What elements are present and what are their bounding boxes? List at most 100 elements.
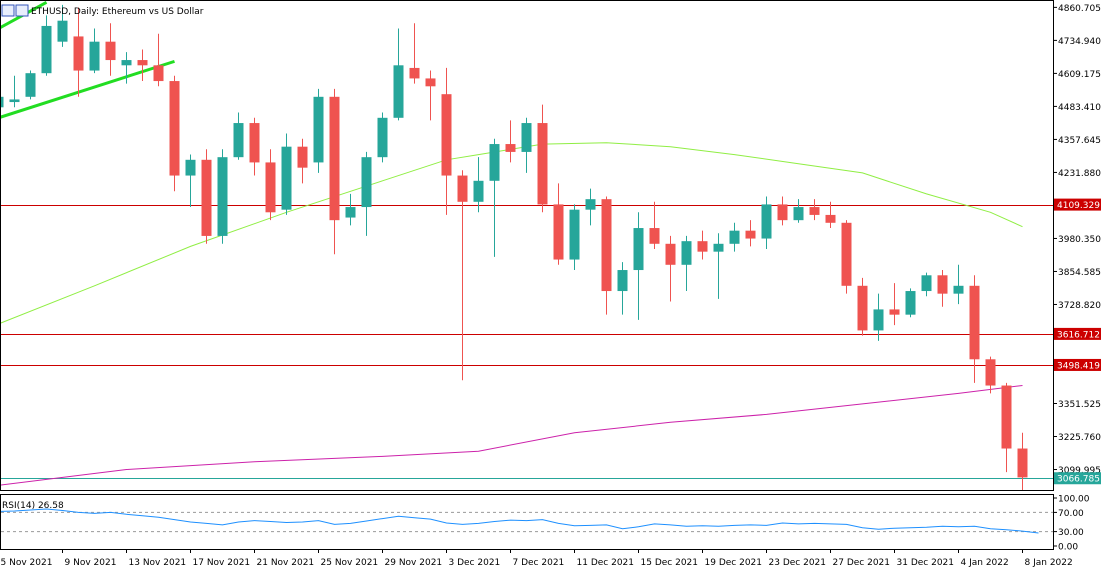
candle-body: [249, 123, 260, 163]
date-tick-label: 31 Dec 2021: [897, 558, 955, 567]
candle-body: [825, 214, 836, 223]
candle-body: [505, 144, 516, 152]
candle-body: [265, 162, 276, 213]
candle-body: [441, 94, 452, 176]
candle-body: [169, 81, 180, 176]
date-tick-label: 25 Nov 2021: [321, 558, 379, 567]
candle-body: [585, 199, 596, 210]
candle-body: [137, 60, 148, 66]
price-tick-label: 3728.820: [1058, 301, 1101, 311]
candle-body: [665, 243, 676, 265]
candle-body: [729, 230, 740, 244]
rsi-tick-label: 100.00: [1058, 495, 1090, 505]
price-tick-label: 3351.525: [1058, 400, 1101, 410]
fast-moving-average-line: [1, 142, 1023, 324]
price-tick-label: 3980.350: [1058, 235, 1101, 245]
candle-body: [425, 78, 436, 87]
date-tick-label: 17 Nov 2021: [193, 558, 251, 567]
slow-moving-average-line: [1, 385, 1023, 486]
date-tick-label: 11 Dec 2021: [577, 558, 635, 567]
date-tick-label: 8 Jan 2022: [1025, 558, 1073, 567]
candle-body: [409, 67, 420, 79]
candle-body: [473, 180, 484, 202]
candle-body: [905, 291, 916, 315]
price-level-tag: [1054, 472, 1101, 485]
candle-body: [873, 309, 884, 331]
candle-body: [281, 146, 292, 210]
candle-body: [105, 41, 116, 61]
candle-body: [329, 96, 340, 221]
date-tick-label: 9 Nov 2021: [65, 558, 117, 567]
date-tick-label: 19 Dec 2021: [705, 558, 763, 567]
trend-line[interactable]: [0, 59, 175, 119]
candle-body: [649, 228, 660, 244]
plot-area: [0, 1, 1053, 490]
candle-body: [233, 123, 244, 158]
date-tick-label: 15 Dec 2021: [641, 558, 699, 567]
candle-body: [713, 243, 724, 252]
candle-body: [937, 275, 948, 294]
candle-body: [569, 209, 580, 260]
price-tick-label: 4609.175: [1058, 70, 1101, 80]
chart-title: ETHUSD, Daily: Ethereum vs US Dollar: [31, 7, 204, 17]
candle-body: [313, 96, 324, 163]
price-tick-label: 4734.940: [1058, 37, 1101, 47]
candle-body: [793, 207, 804, 221]
date-tick-label: 13 Nov 2021: [129, 558, 187, 567]
axis-layer: 4860.705 4734.940 4609.175 4483.410 4357.645…: [1, 4, 1102, 567]
candle-body: [1, 96, 4, 108]
price-level-label: 3066.785: [1057, 475, 1100, 485]
candle-body: [217, 157, 228, 236]
candle-body: [9, 99, 20, 103]
candle-body: [553, 204, 564, 260]
price-tick-label: 4483.410: [1058, 103, 1101, 113]
price-tick-label: 4231.880: [1058, 169, 1101, 179]
candle-body: [953, 285, 964, 294]
date-tick-label: 5 Nov 2021: [1, 558, 53, 567]
window-icon: [1, 4, 15, 17]
candle-body: [25, 73, 36, 97]
price-level-label: 3616.712: [1057, 330, 1100, 340]
price-level-tag: [1054, 198, 1101, 211]
candle-body: [489, 144, 500, 181]
candle-body: [841, 222, 852, 286]
date-tick-label: 23 Dec 2021: [769, 558, 827, 567]
price-level-tag: [1054, 358, 1101, 371]
price-level-label: 4109.329: [1057, 201, 1100, 211]
price-tick-label: 3854.585: [1058, 268, 1101, 278]
price-tick-label: 4860.705: [1058, 4, 1101, 14]
candle-body: [297, 146, 308, 168]
price-tick-label: 3225.760: [1058, 433, 1101, 443]
candle-body: [745, 230, 756, 239]
date-tick-label: 4 Jan 2022: [961, 558, 1009, 567]
candle-body: [889, 309, 900, 315]
candle-body: [1001, 385, 1012, 449]
rsi-tick-label: 0.00: [1058, 543, 1078, 553]
candle-body: [153, 65, 164, 82]
date-tick-label: 29 Nov 2021: [385, 558, 443, 567]
candle-body: [41, 25, 52, 74]
candle-body: [1017, 448, 1028, 478]
price-level-label: 3498.419: [1057, 361, 1100, 371]
price-tick-label: 3099.995: [1058, 466, 1101, 476]
rsi-plot-area: [1, 508, 1053, 534]
candle-body: [361, 157, 372, 208]
date-tick-label: 7 Dec 2021: [513, 558, 565, 567]
price-level-tag: [1054, 327, 1101, 340]
candle-body: [633, 228, 644, 271]
candle-body: [57, 20, 68, 42]
candle-body: [185, 159, 196, 176]
rsi-tick-label: 70.00: [1058, 509, 1084, 519]
candle-body: [601, 199, 612, 292]
candle-body: [921, 275, 932, 292]
date-tick-label: 21 Nov 2021: [257, 558, 315, 567]
date-tick-label: 3 Dec 2021: [449, 558, 501, 567]
candle-body: [457, 175, 468, 202]
date-tick-label: 27 Dec 2021: [833, 558, 891, 567]
candle-body: [809, 207, 820, 215]
candle-body: [521, 123, 532, 152]
price-tick-label: 4357.645: [1058, 136, 1101, 146]
symbol-header: ETHUSD, Daily: Ethereum vs US Dollar: [1, 4, 204, 17]
rsi-tick-label: 30.00: [1058, 528, 1084, 538]
